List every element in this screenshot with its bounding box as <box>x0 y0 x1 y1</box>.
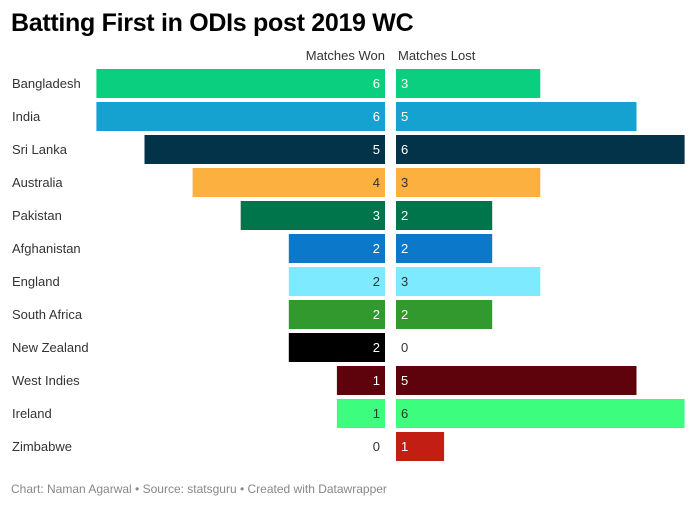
category-label: Pakistan <box>12 208 62 223</box>
won-bar <box>288 333 385 362</box>
category-label: Afghanistan <box>12 241 81 256</box>
lost-value-label: 3 <box>401 274 408 289</box>
chart-title: Batting First in ODIs post 2019 WC <box>11 9 414 37</box>
won-value-label: 4 <box>373 175 380 190</box>
category-label: Zimbabwe <box>12 439 72 454</box>
lost-value-label: 0 <box>401 340 408 355</box>
won-value-label: 2 <box>373 274 380 289</box>
category-label: Ireland <box>12 406 52 421</box>
lost-bar <box>396 102 637 131</box>
lost-value-label: 3 <box>401 175 408 190</box>
won-value-label: 0 <box>373 439 380 454</box>
category-label: West Indies <box>12 373 80 388</box>
won-value-label: 3 <box>373 208 380 223</box>
lost-bar <box>396 201 493 230</box>
won-bar <box>240 201 385 230</box>
lost-value-label: 1 <box>401 439 408 454</box>
lost-value-label: 5 <box>401 109 408 124</box>
lost-value-label: 2 <box>401 208 408 223</box>
won-value-label: 2 <box>373 307 380 322</box>
lost-value-label: 2 <box>401 307 408 322</box>
won-value-label: 2 <box>373 340 380 355</box>
won-value-label: 2 <box>373 241 380 256</box>
won-value-label: 6 <box>373 109 380 124</box>
won-value-label: 5 <box>373 142 380 157</box>
won-bar <box>144 135 385 164</box>
header-matches-won: Matches Won <box>306 48 385 63</box>
header-matches-lost: Matches Lost <box>398 48 476 63</box>
category-label: Australia <box>12 175 63 190</box>
won-bar <box>288 234 385 263</box>
won-value-label: 6 <box>373 76 380 91</box>
lost-bar <box>396 69 541 98</box>
category-label: South Africa <box>12 307 83 322</box>
lost-bar <box>396 366 637 395</box>
category-label: Sri Lanka <box>12 142 68 157</box>
won-bar <box>336 366 385 395</box>
won-bar <box>192 168 385 197</box>
lost-value-label: 6 <box>401 406 408 421</box>
category-label: India <box>12 109 41 124</box>
lost-bar <box>396 234 493 263</box>
won-value-label: 1 <box>373 373 380 388</box>
lost-bar <box>396 168 541 197</box>
lost-bar <box>396 267 541 296</box>
won-bar <box>336 399 385 428</box>
lost-value-label: 2 <box>401 241 408 256</box>
category-label: England <box>12 274 60 289</box>
won-bar <box>96 102 386 131</box>
lost-value-label: 3 <box>401 76 408 91</box>
chart-footer: Chart: Naman Agarwal • Source: statsguru… <box>11 482 387 496</box>
lost-bar <box>396 432 445 461</box>
lost-value-label: 6 <box>401 142 408 157</box>
won-bar <box>288 300 385 329</box>
category-label: Bangladesh <box>12 76 81 91</box>
lost-bar <box>396 300 493 329</box>
lost-value-label: 5 <box>401 373 408 388</box>
category-label: New Zealand <box>12 340 89 355</box>
butterfly-bar-chart: Matches Won Matches Lost Bangladesh 6 3 Ind… <box>12 48 685 461</box>
won-bar <box>96 69 386 98</box>
won-value-label: 1 <box>373 406 380 421</box>
lost-bar <box>396 399 685 428</box>
lost-bar <box>396 135 685 164</box>
won-bar <box>288 267 385 296</box>
